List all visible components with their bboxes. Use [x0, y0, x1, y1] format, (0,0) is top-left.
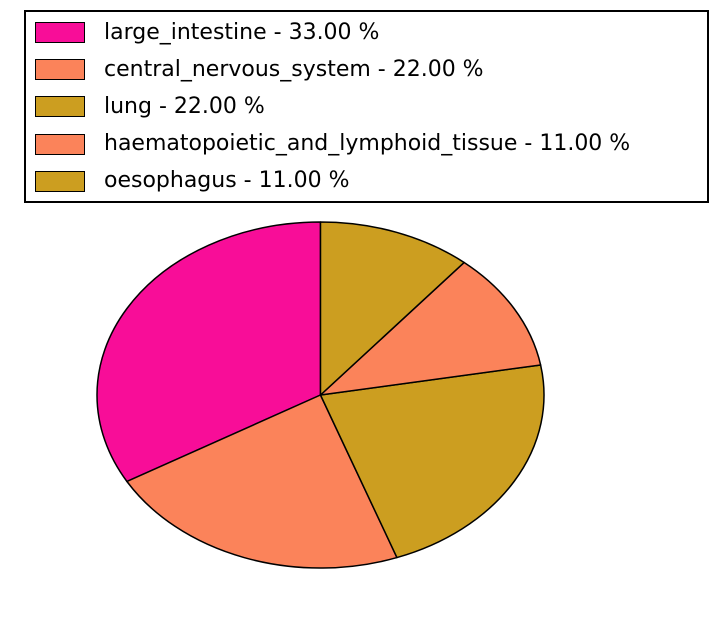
pie-slice-lung — [319, 364, 545, 559]
pie-slice-central_nervous_system — [126, 394, 398, 569]
legend-label-central_nervous_system: central_nervous_system - 22.00 % — [104, 56, 484, 82]
legend-item-haematopoietic_and_lymphoid_tissue: haematopoietic_and_lymphoid_tissue - 11.… — [35, 126, 707, 163]
pie-slice-haematopoietic_and_lymphoid_tissue — [319, 261, 542, 396]
pie-slice-large_intestine — [96, 221, 322, 483]
legend-item-large_intestine: large_intestine - 33.00 % — [35, 14, 707, 51]
pie-slice-oesophagus — [319, 221, 465, 396]
legend-item-lung: lung - 22.00 % — [35, 88, 707, 125]
legend-item-oesophagus: oesophagus - 11.00 % — [35, 163, 707, 200]
legend-swatch-central_nervous_system — [35, 59, 85, 81]
legend-swatch-large_intestine — [35, 22, 85, 44]
legend-label-lung: lung - 22.00 % — [104, 93, 265, 119]
legend-swatch-haematopoietic_and_lymphoid_tissue — [35, 133, 85, 155]
legend-label-haematopoietic_and_lymphoid_tissue: haematopoietic_and_lymphoid_tissue - 11.… — [104, 131, 631, 157]
legend-item-central_nervous_system: central_nervous_system - 22.00 % — [35, 51, 707, 88]
legend-label-oesophagus: oesophagus - 11.00 % — [104, 168, 350, 194]
legend-swatch-oesophagus — [35, 170, 85, 192]
legend-label-large_intestine: large_intestine - 33.00 % — [104, 19, 380, 45]
legend: large_intestine - 33.00 % central_nervous… — [24, 10, 709, 203]
legend-swatch-lung — [35, 96, 85, 118]
